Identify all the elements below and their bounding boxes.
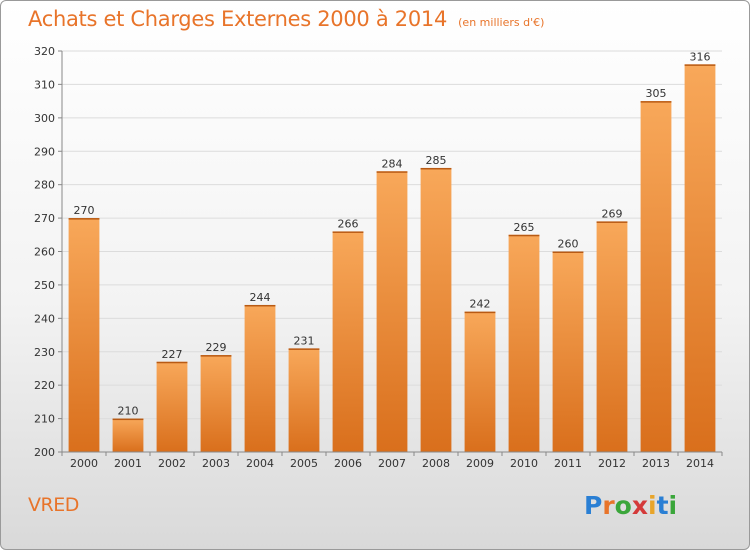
x-tick-label: 2006	[334, 457, 362, 470]
x-tick-label: 2005	[290, 457, 318, 470]
bar-2006[interactable]	[332, 231, 364, 452]
bar-top-edge	[684, 64, 716, 66]
y-tick-label: 220	[34, 379, 55, 392]
y-tick-label: 230	[34, 346, 55, 359]
bar-value-label: 305	[646, 87, 667, 100]
bar-top-edge	[112, 418, 144, 421]
chart-title: Achats et Charges Externes 2000 à 2014	[28, 7, 448, 31]
bar-2010[interactable]	[508, 234, 540, 452]
logo-letter: o	[614, 491, 632, 520]
x-tick-label: 2007	[378, 457, 406, 470]
bar-value-label: 265	[514, 221, 535, 234]
proxiti-logo[interactable]: Proxiti	[584, 491, 677, 520]
logo-letter: r	[602, 491, 615, 520]
bar-2004[interactable]	[244, 304, 276, 452]
y-tick-label: 210	[34, 413, 55, 426]
bar-value-label: 316	[690, 50, 711, 63]
bar-2008[interactable]	[420, 167, 452, 453]
commune-name: VRED	[28, 494, 79, 516]
y-tick-label: 280	[34, 179, 55, 192]
bar-value-label: 244	[250, 291, 271, 304]
x-tick-label: 2014	[686, 457, 714, 470]
y-tick-label: 270	[34, 212, 55, 225]
axis-layer: 200 210 220 230 240 250 260 270 280 290 300 310 320 2…	[34, 45, 723, 470]
bar-value-label: 269	[602, 207, 623, 220]
bar-2013[interactable]	[640, 101, 672, 452]
bar-value-label: 229	[206, 341, 227, 354]
x-tick-label: 2013	[642, 457, 670, 470]
chart-subtitle: (en milliers d'€)	[458, 16, 545, 29]
bar-2014[interactable]	[684, 64, 716, 452]
bar-top-edge	[552, 251, 584, 253]
y-tick-label: 250	[34, 279, 55, 292]
bar-top-edge	[200, 355, 232, 357]
bar-2011[interactable]	[552, 251, 584, 453]
bar-value-label: 242	[470, 298, 491, 311]
bar-value-label: 227	[162, 348, 183, 361]
bar-top-edge	[640, 101, 672, 103]
logo-letter: i	[668, 491, 678, 520]
y-tick-label: 200	[34, 446, 55, 459]
x-tick-label: 2003	[202, 457, 230, 470]
bar-2002[interactable]	[156, 361, 188, 452]
bar-2012[interactable]	[596, 221, 628, 452]
bar-top-edge	[156, 361, 188, 364]
bar-value-label: 260	[558, 238, 579, 251]
bar-2009[interactable]	[464, 311, 496, 452]
y-tick-label: 290	[34, 145, 55, 158]
bar-2000[interactable]	[68, 218, 100, 452]
bar-2007[interactable]	[376, 171, 408, 453]
logo-letter: P	[584, 491, 603, 520]
bar-2003[interactable]	[200, 355, 232, 452]
bar-2005[interactable]	[288, 348, 320, 452]
bar-top-edge	[332, 231, 364, 233]
logo-letter: t	[656, 491, 669, 520]
x-tick-label: 2009	[466, 457, 494, 470]
bar-top-edge	[288, 348, 320, 350]
bar-2001[interactable]	[112, 418, 144, 452]
bar-value-label: 231	[294, 334, 315, 347]
bar-value-label: 285	[426, 154, 447, 167]
x-tick-label: 2002	[158, 457, 186, 470]
bar-top-edge	[464, 311, 496, 314]
logo-letter: i	[648, 491, 657, 520]
y-tick-label: 240	[34, 312, 55, 325]
bar-top-edge	[244, 304, 276, 307]
bar-top-edge	[508, 234, 540, 237]
x-tick-label: 2011	[554, 457, 582, 470]
x-tick-label: 2012	[598, 457, 626, 470]
bar-top-edge	[376, 171, 408, 173]
bar-value-label: 210	[118, 405, 139, 418]
x-tick-label: 2004	[246, 457, 274, 470]
label-layer: 270 210 227 229 244 231 266 284 285 242 265 260 269 3…	[74, 50, 711, 417]
y-tick-label: 260	[34, 246, 55, 259]
bar-top-edge	[596, 221, 628, 223]
bar-top-edge	[420, 167, 452, 170]
bar-value-label: 270	[74, 204, 95, 217]
x-tick-label: 2008	[422, 457, 450, 470]
x-tick-label: 2010	[510, 457, 538, 470]
y-tick-label: 300	[34, 112, 55, 125]
title-row: Achats et Charges Externes 2000 à 2014 (…	[28, 7, 544, 31]
logo-letter: x	[631, 491, 648, 520]
y-tick-label: 310	[34, 78, 55, 91]
y-tick-label: 320	[34, 45, 55, 58]
bar-layer	[68, 64, 716, 453]
x-tick-label: 2001	[114, 457, 142, 470]
bar-value-label: 284	[382, 157, 403, 170]
bar-top-edge	[68, 218, 100, 220]
bar-value-label: 266	[338, 217, 359, 230]
x-tick-label: 2000	[70, 457, 98, 470]
